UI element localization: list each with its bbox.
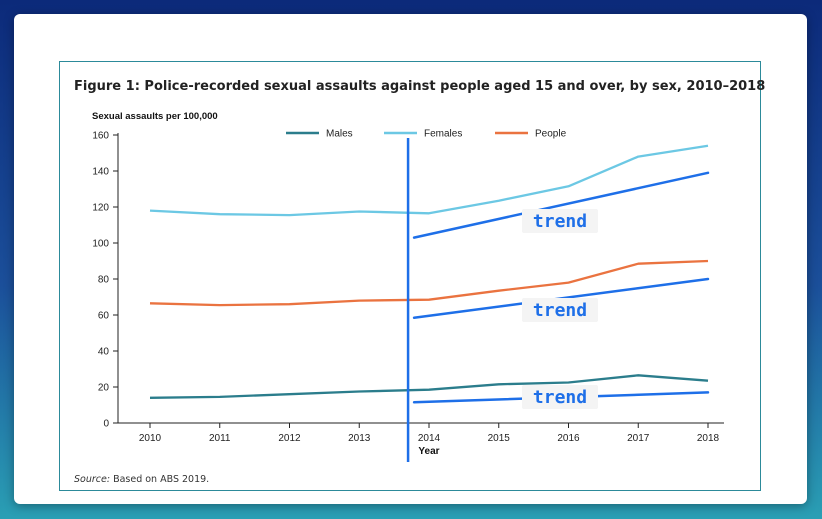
x-tick-label: 2015	[488, 433, 511, 444]
y-axis-label: Sexual assaults per 100,000	[92, 111, 218, 122]
trend-label-bg	[522, 209, 598, 233]
x-tick-label: 2014	[418, 433, 441, 444]
x-tick-label: 2012	[278, 433, 301, 444]
x-tick-label: 2013	[348, 433, 371, 444]
line-chart: 0 20 40 60 80 100 120 140 160 2010 2011 2012 2013 201…	[92, 111, 724, 462]
trend-label-bg	[522, 298, 598, 322]
x-tick-label: 2010	[139, 433, 162, 444]
y-tick-label: 0	[103, 419, 109, 430]
series-line	[149, 144, 709, 217]
chart-card: Figure 1: Police-recorded sexual assault…	[14, 14, 807, 504]
y-tick-label: 60	[98, 311, 110, 322]
figure-source: Source: Based on ABS 2019.	[74, 474, 209, 485]
series-line	[149, 374, 709, 399]
trend-line	[412, 171, 710, 239]
y-tick-label: 80	[98, 275, 110, 286]
trend-label: trend	[533, 211, 587, 232]
y-tick-label: 140	[92, 167, 109, 178]
source-text: Based on ABS 2019.	[110, 474, 210, 485]
trend-label: trend	[533, 300, 587, 321]
y-tick-label: 160	[92, 131, 109, 142]
legend-label: Males	[326, 129, 353, 140]
x-tick-label: 2017	[627, 433, 650, 444]
x-tick-label: 2016	[557, 433, 580, 444]
figure-frame: Figure 1: Police-recorded sexual assault…	[59, 61, 765, 491]
trend-label: trend	[533, 387, 587, 408]
y-tick-label: 40	[98, 347, 110, 358]
y-tick-label: 20	[98, 383, 110, 394]
x-tick-label: 2011	[209, 433, 231, 444]
y-tick-label: 120	[92, 203, 109, 214]
legend-label: Females	[424, 129, 462, 140]
x-tick-label: 2018	[697, 433, 720, 444]
legend-label: People	[535, 129, 567, 140]
x-axis-label: Year	[418, 446, 439, 457]
figure-title: Figure 1: Police-recorded sexual assault…	[74, 79, 766, 94]
series-line	[149, 259, 709, 307]
trend-label-bg	[522, 385, 598, 409]
source-label: Source:	[74, 474, 111, 485]
y-tick-label: 100	[92, 239, 109, 250]
